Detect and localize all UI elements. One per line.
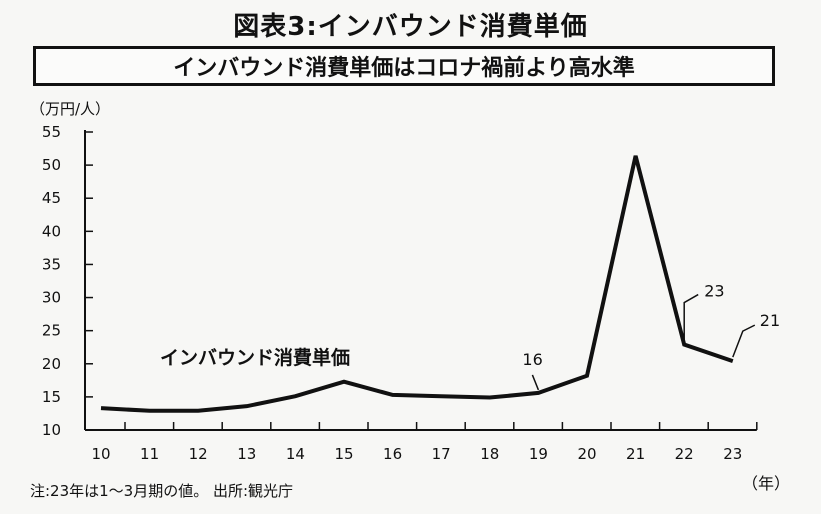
x-tick-label: 20: [577, 445, 596, 463]
x-tick-label: 19: [529, 445, 548, 463]
y-tick-label: 30: [42, 289, 61, 307]
x-tick-label: 13: [237, 445, 256, 463]
x-tick-label: 15: [334, 445, 353, 463]
y-tick-label: 25: [42, 322, 61, 340]
y-tick-label: 45: [42, 189, 61, 207]
x-tick-label: 17: [432, 445, 451, 463]
annotation-leader: [732, 324, 756, 358]
y-tick-label: 35: [42, 255, 61, 273]
y-tick-label: 40: [42, 222, 61, 240]
x-axis-unit-label: （年）: [742, 474, 791, 493]
annotation-leader: [531, 374, 540, 391]
y-axis-unit-label: （万円/人）: [30, 100, 111, 118]
series-line: [100, 155, 734, 413]
y-tick-label: 50: [42, 156, 61, 174]
source-note: 注:23年は1～3月期の値。 出所:観光庁: [30, 482, 294, 500]
x-tick-label: 22: [675, 445, 694, 463]
x-tick-label: 12: [189, 445, 208, 463]
y-tick-label: 15: [42, 388, 61, 406]
x-tick-label: 21: [626, 445, 645, 463]
x-tick-label: 10: [91, 445, 110, 463]
data-label: 16: [522, 350, 542, 369]
y-tick-label: 55: [42, 123, 61, 141]
y-tick-label: 20: [42, 355, 61, 373]
chart-subtitle-text: インバウンド消費単価はコロナ禍前より高水準: [173, 56, 635, 81]
x-tick-label: 16: [383, 445, 402, 463]
x-tick-label: 14: [286, 445, 305, 463]
chart-title: 図表3:インバウンド消費単価: [233, 12, 588, 42]
chart-subtitle: インバウンド消費単価はコロナ禍前より高水準: [33, 46, 775, 86]
x-tick-label: 18: [480, 445, 499, 463]
series-label: インバウンド消費単価: [160, 346, 350, 369]
y-tick-label: 10: [42, 421, 61, 439]
data-label: 21: [760, 311, 780, 330]
x-tick-label: 23: [723, 445, 742, 463]
x-tick-label: 11: [140, 445, 159, 463]
data-label: 23: [704, 282, 724, 301]
annotation-leader: [683, 293, 699, 341]
